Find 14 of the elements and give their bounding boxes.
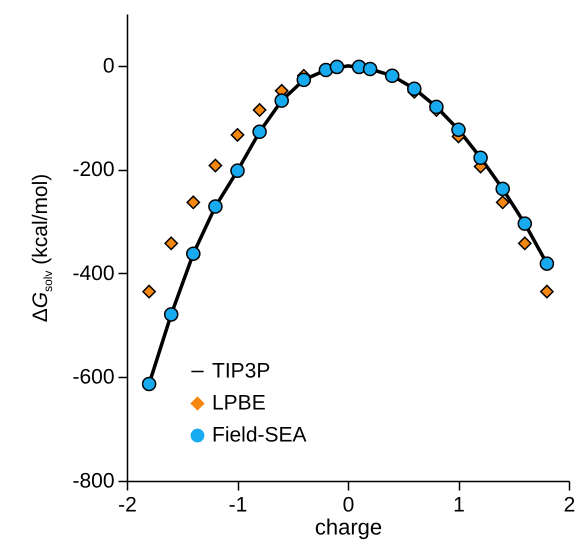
x-tick-label: -1 (228, 494, 248, 516)
y-tick-label: -200 (72, 158, 114, 182)
legend-label: TIP3P (212, 360, 270, 382)
legend-label: LPBE (212, 392, 266, 414)
x-axis-title: charge (314, 514, 382, 540)
y-tick-label: 0 (102, 54, 114, 78)
x-tick-label: 1 (453, 494, 465, 516)
y-tick-label: -400 (72, 262, 114, 285)
legend-label: Field-SEA (212, 424, 307, 446)
x-tick-label: 2 (564, 494, 575, 516)
y-tick-label: -800 (72, 470, 114, 492)
x-tick-label: 0 (342, 494, 354, 516)
x-tick-label: -2 (118, 494, 137, 516)
y-tick-label: -600 (72, 366, 114, 389)
